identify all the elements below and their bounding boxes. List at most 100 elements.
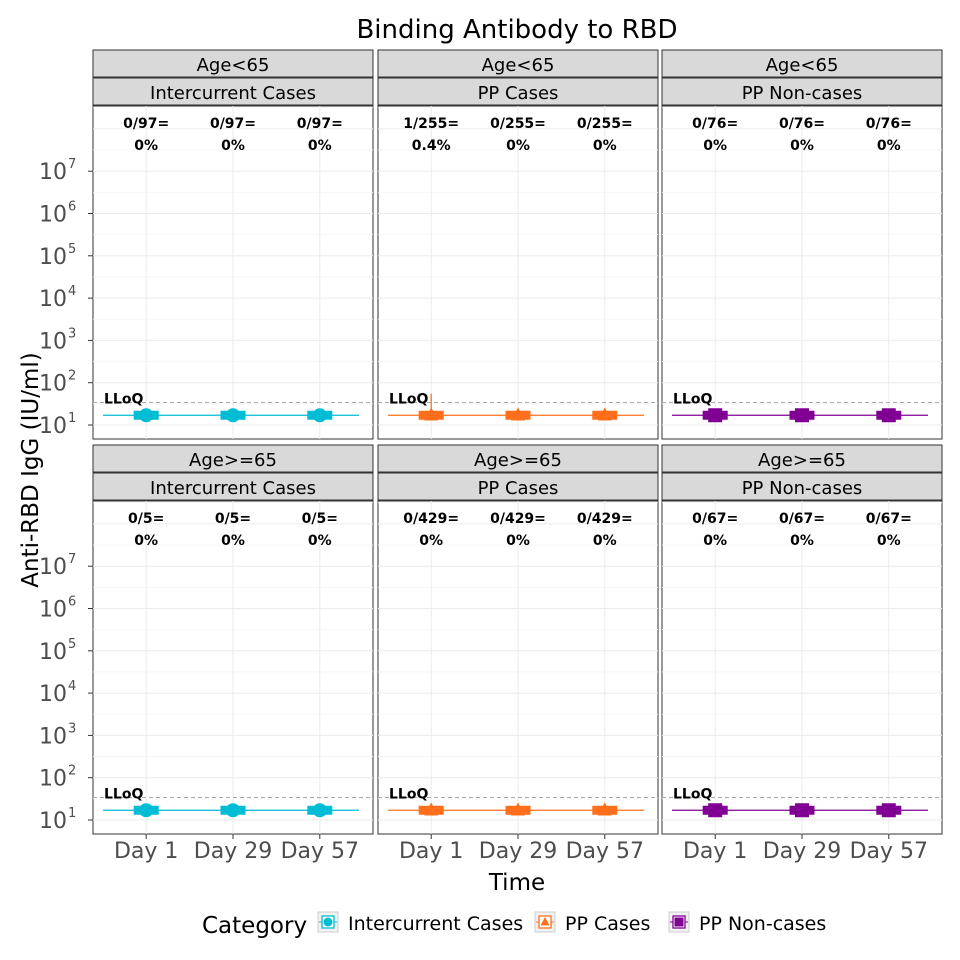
- strip-category: [92, 77, 374, 106]
- strip-category-label: Intercurrent Cases: [150, 83, 316, 104]
- legend: Category Intercurrent Cases PP Cases PP No…: [202, 911, 826, 939]
- x-tick-label: Day 1: [114, 839, 178, 864]
- legend-key-marker: [540, 917, 550, 926]
- y-tick-label: 10: [39, 160, 67, 185]
- lloq-label: LLoQ: [389, 787, 428, 803]
- y-tick-exponent: 6: [68, 200, 76, 215]
- y-tick-label: 10: [39, 287, 67, 312]
- y-tick-label: 10: [39, 809, 67, 834]
- annotation-percent: 0%: [790, 533, 814, 549]
- strip-age: [92, 444, 374, 473]
- y-tick-label: 10: [39, 329, 67, 354]
- strip-age: [377, 444, 659, 473]
- annotation-percent: 0%: [221, 533, 245, 549]
- legend-label: PP Cases: [565, 913, 650, 935]
- annotation-fraction: 0/5=: [215, 511, 251, 527]
- annotation-fraction: 0/429=: [490, 511, 546, 527]
- y-tick-exponent: 2: [68, 764, 76, 779]
- data-point: [795, 803, 809, 818]
- y-tick-label: 10: [39, 245, 67, 270]
- x-axis-label: Time: [488, 870, 545, 896]
- strip-category-label: PP Cases: [478, 83, 559, 104]
- legend-label: Intercurrent Cases: [348, 913, 523, 935]
- legend-title: Category: [202, 913, 307, 939]
- data-point: [312, 408, 327, 423]
- x-tick-label: Day 57: [566, 839, 644, 864]
- annotation-percent: 0%: [703, 533, 727, 549]
- annotation-percent: 0%: [221, 138, 245, 154]
- y-tick-exponent: 5: [68, 242, 76, 257]
- annotation-percent: 0.4%: [412, 138, 451, 154]
- strip-age-label: Age>=65: [758, 450, 846, 471]
- annotation-percent: 0%: [593, 533, 617, 549]
- y-tick-exponent: 4: [68, 679, 76, 694]
- strip-category: [92, 472, 374, 501]
- legend-label: PP Non-cases: [699, 913, 826, 935]
- data-point: [511, 802, 525, 816]
- annotation-percent: 0%: [790, 138, 814, 154]
- x-tick-label: Day 57: [850, 839, 928, 864]
- data-point: [881, 408, 896, 423]
- data-point: [226, 803, 240, 818]
- annotation-percent: 0%: [134, 138, 158, 154]
- annotation-fraction: 0/5=: [302, 511, 338, 527]
- annotation-fraction: 0/255=: [577, 116, 633, 132]
- y-tick-exponent: 1: [68, 411, 76, 426]
- panel: Age>=65 PP Non-cases LLoQ 0/67= 0% 0/67= 0% 0/6…: [661, 444, 943, 864]
- annotation-percent: 0%: [308, 138, 332, 154]
- y-tick-label: 10: [39, 767, 67, 792]
- strip-category: [377, 472, 659, 501]
- panel: Age<65 Intercurrent Cases LLoQ 0/97= 0% 0/97=…: [39, 49, 374, 440]
- lloq-label: LLoQ: [673, 787, 712, 803]
- annotation-percent: 0%: [506, 533, 530, 549]
- annotation-fraction: 0/67=: [779, 511, 825, 527]
- strip-age: [92, 49, 374, 78]
- lloq-label: LLoQ: [104, 392, 143, 408]
- annotation-percent: 0%: [308, 533, 332, 549]
- strip-age-label: Age>=65: [474, 450, 562, 471]
- annotation-fraction: 0/429=: [403, 511, 459, 527]
- y-tick-exponent: 6: [68, 595, 76, 610]
- strip-age-label: Age<65: [197, 55, 270, 76]
- y-tick-exponent: 4: [68, 284, 76, 299]
- annotation-percent: 0%: [506, 138, 530, 154]
- data-point: [708, 408, 723, 423]
- y-axis-label: Anti-RBD IgG (IU/ml): [18, 352, 44, 587]
- panel: Age<65 PP Cases LLoQ 1/255= 0.4% 0/255= 0% 0/25…: [377, 49, 659, 440]
- annotation-fraction: 0/67=: [692, 511, 738, 527]
- annotation-fraction: 1/255=: [403, 116, 459, 132]
- y-tick-exponent: 3: [68, 326, 76, 341]
- y-tick-label: 10: [39, 555, 67, 580]
- panel: Age>=65 PP Cases LLoQ 0/429= 0% 0/429= 0% 0/429…: [377, 444, 659, 864]
- strip-category-label: PP Non-cases: [742, 478, 863, 499]
- annotation-fraction: 0/429=: [577, 511, 633, 527]
- annotation-percent: 0%: [419, 533, 443, 549]
- data-point: [139, 408, 154, 423]
- strip-category-label: Intercurrent Cases: [150, 478, 316, 499]
- y-tick-label: 10: [39, 724, 67, 749]
- legend-key-marker: [323, 917, 333, 927]
- x-tick-label: Day 29: [763, 839, 841, 864]
- x-tick-label: Day 1: [399, 839, 463, 864]
- data-point: [597, 802, 612, 816]
- strip-age-label: Age<65: [482, 55, 555, 76]
- y-tick-exponent: 3: [68, 721, 76, 736]
- annotation-fraction: 0/76=: [866, 116, 912, 132]
- data-point: [312, 803, 327, 818]
- strip-category: [377, 77, 659, 106]
- annotation-fraction: 0/255=: [490, 116, 546, 132]
- y-tick-exponent: 7: [68, 157, 76, 172]
- strip-age: [661, 444, 943, 473]
- strip-age-label: Age>=65: [189, 450, 277, 471]
- y-tick-label: 10: [39, 598, 67, 623]
- lloq-label: LLoQ: [104, 787, 143, 803]
- panel: Age<65 PP Non-cases LLoQ 0/76= 0% 0/76= 0% 0/76…: [661, 49, 943, 440]
- annotation-fraction: 0/76=: [692, 116, 738, 132]
- chart-title: Binding Antibody to RBD: [356, 15, 677, 45]
- panel: Age>=65 Intercurrent Cases LLoQ 0/5= 0% 0/5= 0…: [39, 444, 374, 864]
- strip-category: [661, 472, 943, 501]
- y-tick-label: 10: [39, 372, 67, 397]
- data-point: [597, 407, 612, 421]
- data-point: [424, 802, 439, 816]
